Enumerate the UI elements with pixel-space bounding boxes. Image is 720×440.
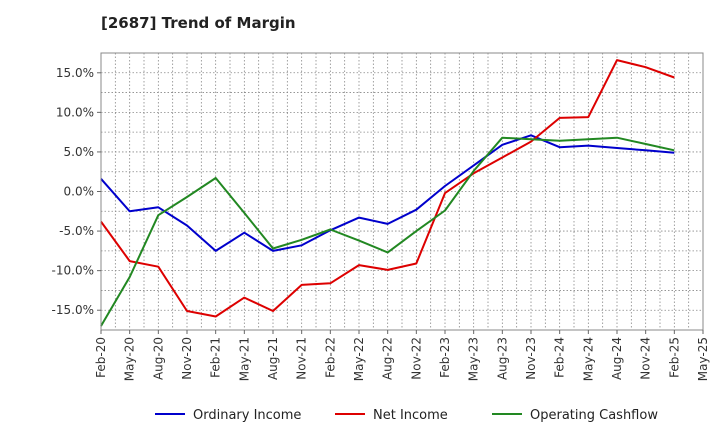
x-tick-label: Feb-20	[94, 337, 108, 378]
x-tick-label: Nov-22	[409, 337, 423, 380]
x-tick-label: Nov-23	[524, 337, 538, 380]
x-tick-label: Aug-24	[610, 337, 624, 380]
x-tick-label: May-22	[352, 337, 366, 381]
series-lines	[100, 59, 675, 327]
y-tick-label: -15.0%	[52, 303, 94, 317]
x-tick-label: May-20	[123, 337, 137, 381]
y-tick-label: -5.0%	[59, 224, 94, 238]
y-tick-label: 15.0%	[56, 66, 94, 80]
series-line-net-income	[100, 59, 675, 318]
grid-layer	[100, 52, 704, 331]
legend-label: Net Income	[373, 408, 448, 423]
series-line-operating-cashflow	[100, 136, 675, 327]
x-tick-label: Feb-24	[553, 337, 567, 378]
x-tick-label: Aug-22	[381, 337, 395, 380]
x-tick-label: Feb-23	[438, 337, 452, 378]
legend-label: Ordinary Income	[193, 408, 301, 423]
chart-title: [2687] Trend of Margin	[101, 14, 296, 32]
y-tick-label: 5.0%	[64, 145, 95, 159]
x-tick-label: May-21	[237, 337, 251, 381]
x-tick-label: Aug-23	[495, 337, 509, 380]
x-tick-label: May-25	[696, 337, 710, 381]
x-tick-label: Nov-20	[180, 337, 194, 380]
x-tick-label: Feb-21	[209, 337, 223, 378]
legend-label: Operating Cashflow	[530, 408, 658, 423]
x-tick-label: May-23	[467, 337, 481, 381]
x-tick-label: Aug-20	[151, 337, 165, 380]
y-axis: 15.0% 10.0% 5.0% 0.0% -5.0% -10.0% -15.0%	[52, 66, 101, 317]
x-tick-label: Feb-22	[323, 337, 337, 378]
x-axis: Feb-20 May-20 Aug-20 Nov-20 Feb-21 May-21 Aug-…	[94, 330, 710, 381]
x-tick-label: Nov-21	[295, 337, 309, 380]
x-tick-label: May-24	[581, 337, 595, 381]
x-tick-label: Feb-25	[667, 337, 681, 378]
y-tick-label: -10.0%	[52, 264, 94, 278]
legend: Ordinary Income Net Income Operating Cashf…	[155, 408, 658, 423]
x-tick-label: Aug-21	[266, 337, 280, 380]
x-tick-label: Nov-24	[639, 337, 653, 380]
y-tick-label: 10.0%	[56, 105, 94, 119]
y-tick-label: 0.0%	[64, 185, 95, 199]
series-line-ordinary-income	[100, 134, 675, 252]
